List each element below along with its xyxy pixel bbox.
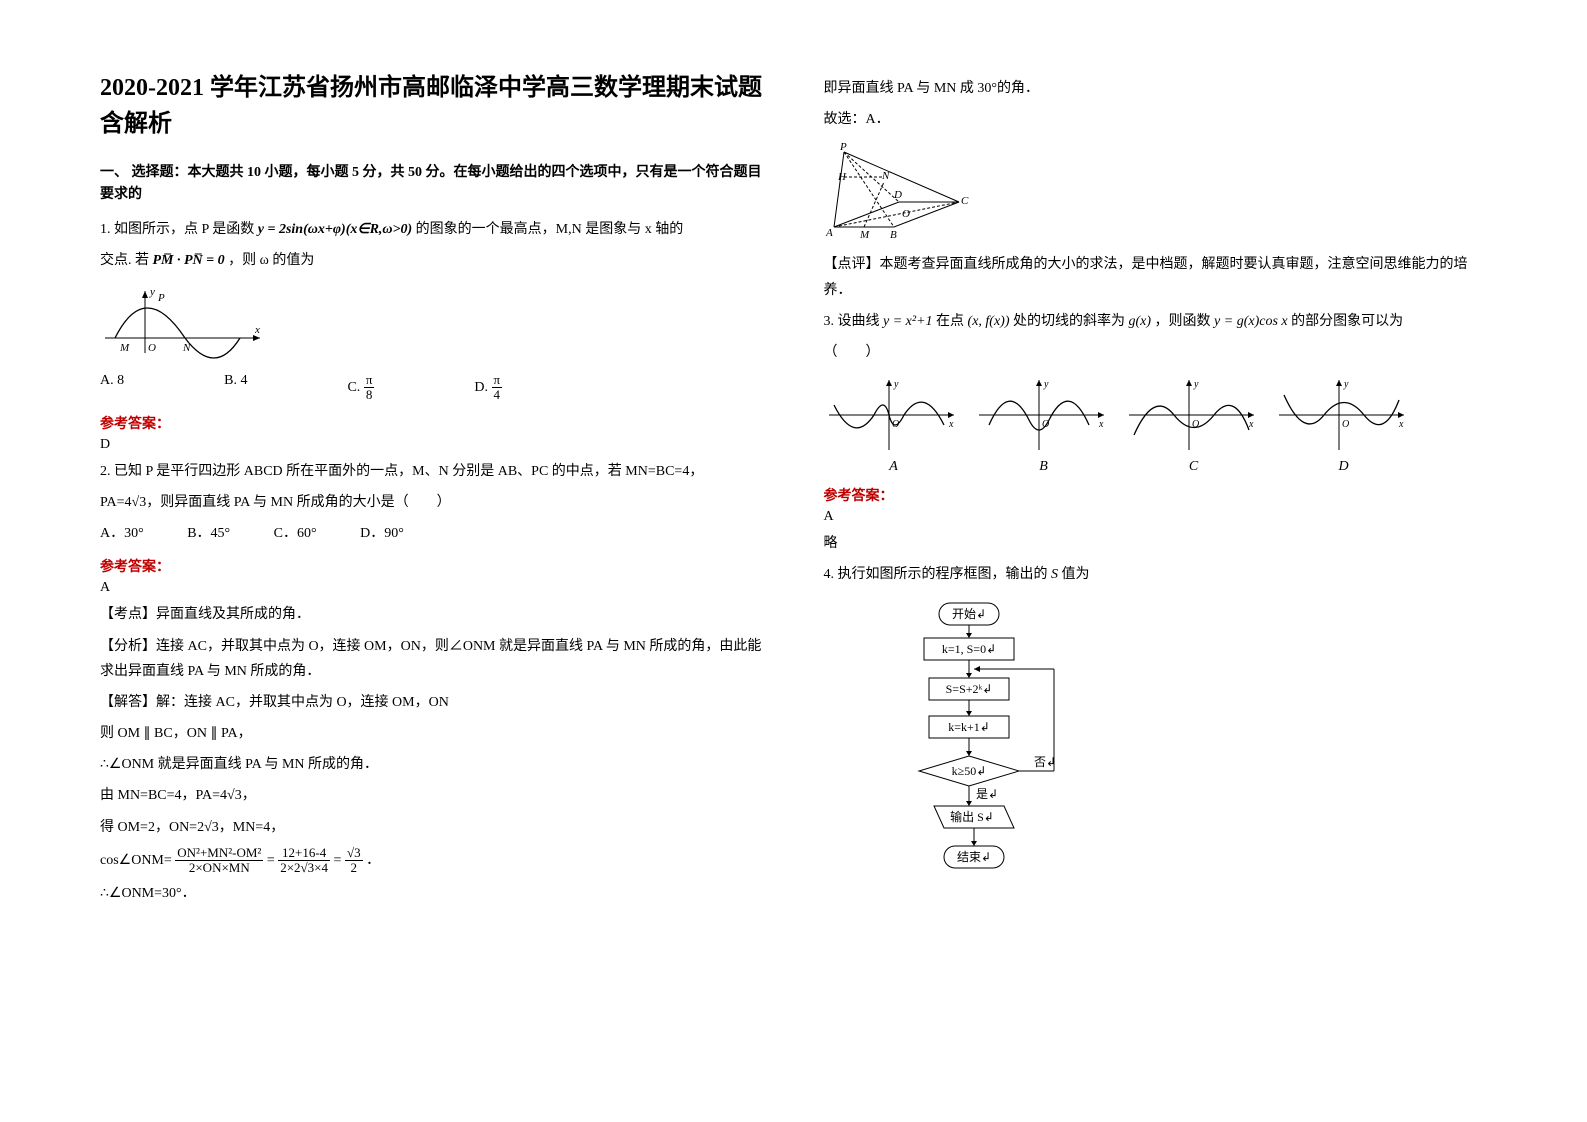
svg-text:x: x	[948, 419, 954, 430]
svg-text:O: O	[1042, 419, 1049, 430]
flowchart: 开始↲ k=1, S=0↲ S=S+2ᵏ↲ k=k+1↲ k≥50↲ 否↲	[884, 598, 1488, 898]
svg-text:O: O	[1342, 419, 1349, 430]
svg-text:k≥50↲: k≥50↲	[951, 764, 986, 778]
q1-opt-a: A. 8	[100, 373, 124, 403]
svg-text:M: M	[859, 229, 870, 241]
q2-jieda-l1: 【解答】解：连接 AC，并取其中点为 O，连接 OM，ON	[100, 690, 764, 715]
svg-text:否↲: 否↲	[1034, 755, 1056, 769]
svg-text:B: B	[890, 229, 897, 241]
q3-chart-d: O x y D	[1274, 375, 1414, 475]
q1-options: A. 8 B. 4 C. π8 D. π4	[100, 373, 764, 403]
left-column: 2020-2021 学年江苏省扬州市高邮临泽中学高三数学理期末试题含解析 一、 …	[100, 70, 764, 913]
dianping: 【点评】本题考查异面直线所成角的大小的求法，是中档题，解题时要认真审题，注意空间…	[824, 252, 1488, 302]
right-column: 即异面直线 PA 与 MN 成 30°的角． 故选：A． P A M B C D…	[824, 70, 1488, 913]
svg-text:y: y	[893, 379, 899, 390]
r2: 故选：A．	[824, 107, 1488, 132]
q3-answer-label: 参考答案：	[824, 485, 1488, 505]
svg-text:y: y	[1343, 379, 1349, 390]
svg-text:O: O	[1192, 419, 1199, 430]
q1-formula: y = 2sin(ωx+φ)(x∈R,ω>0)	[258, 222, 412, 237]
q3-line: 3. 设曲线 y = x²+1 在点 (x, f(x)) 处的切线的斜率为 g(…	[824, 309, 1488, 334]
q2-jieda-cos: cos∠ONM= ON²+MN²-OM²2×ON×MN = 12+16-42×2…	[100, 846, 764, 876]
q2-answer: A	[100, 580, 764, 596]
svg-text:x: x	[1248, 419, 1254, 430]
q3-chart-a: O x y A	[824, 375, 964, 475]
svg-text:是↲: 是↲	[976, 787, 998, 801]
q1-line1: 1. 如图所示，点 P 是函数 y = 2sin(ωx+φ)(x∈R,ω>0) …	[100, 217, 764, 242]
q2-jieda-l3: ∴∠ONM 就是异面直线 PA 与 MN 所成的角．	[100, 752, 764, 777]
q1-l2-formula: PM̅ · PN̅ = 0	[153, 253, 225, 268]
q2-line1: 2. 已知 P 是平行四边形 ABCD 所在平面外的一点，M、N 分别是 AB、…	[100, 459, 764, 484]
svg-text:k=1, S=0↲: k=1, S=0↲	[941, 642, 995, 656]
svg-text:x: x	[1098, 419, 1104, 430]
q2-opt-b: B．45°	[187, 526, 230, 541]
svg-text:M: M	[119, 342, 130, 354]
q3-chart-c: O x y C	[1124, 375, 1264, 475]
svg-text:P: P	[839, 142, 847, 153]
q2-fenxi: 【分析】连接 AC，并取其中点为 O，连接 OM，ON，则∠ONM 就是异面直线…	[100, 634, 764, 684]
q3-charts: O x y A O x y B	[824, 375, 1488, 475]
q3-chart-b: O x y B	[974, 375, 1114, 475]
svg-text:N: N	[881, 170, 890, 182]
q2-jieda-l2: 则 OM ∥ BC，ON ∥ PA，	[100, 721, 764, 746]
q1-answer: D	[100, 437, 764, 453]
q2-opt-a: A．30°	[100, 526, 144, 541]
svg-text:x: x	[1398, 419, 1404, 430]
q1-graph: M O N P y x	[100, 283, 764, 363]
q2-line2: PA=4√3，则异面直线 PA 与 MN 所成角的大小是（ ）	[100, 490, 764, 515]
q2-jieda-l5: 得 OM=2，ON=2√3，MN=4，	[100, 815, 764, 840]
q1-answer-label: 参考答案：	[100, 413, 764, 433]
q2-options: A．30° B．45° C．60° D．90°	[100, 521, 764, 546]
svg-text:y: y	[1193, 379, 1199, 390]
q1-opt-d: D. π4	[474, 373, 502, 403]
svg-text:k=k+1↲: k=k+1↲	[948, 720, 990, 734]
q3-paren: （ ）	[824, 340, 1488, 365]
svg-text:P: P	[157, 292, 165, 304]
q1-opt-c: C. π8	[347, 373, 374, 403]
svg-text:H: H	[837, 171, 847, 183]
q1-line2: 交点. 若 PM̅ · PN̅ = 0 ，则 ω 的值为	[100, 248, 764, 273]
q2-opt-d: D．90°	[360, 526, 404, 541]
svg-text:O: O	[902, 208, 910, 220]
svg-text:C: C	[961, 195, 969, 207]
svg-text:y: y	[1043, 379, 1049, 390]
q2-kaodian: 【考点】异面直线及其所成的角．	[100, 602, 764, 627]
page-title: 2020-2021 学年江苏省扬州市高邮临泽中学高三数学理期末试题含解析	[100, 70, 764, 142]
svg-text:结束↲: 结束↲	[956, 850, 990, 864]
q2-figure: P A M B C D N O H	[824, 142, 1488, 242]
q1-l2-after: ，则 ω 的值为	[228, 253, 314, 268]
q3-answer: A	[824, 509, 1488, 525]
q1-l2-before: 交点. 若	[100, 253, 149, 268]
svg-text:D: D	[893, 189, 902, 201]
section-heading: 一、 选择题：本大题共 10 小题，每小题 5 分，共 50 分。在每小题给出的…	[100, 162, 764, 207]
svg-text:y: y	[149, 286, 155, 298]
r1: 即异面直线 PA 与 MN 成 30°的角．	[824, 76, 1488, 101]
q2-answer-label: 参考答案：	[100, 556, 764, 576]
svg-text:输出 S↲: 输出 S↲	[950, 809, 994, 824]
q4-line: 4. 执行如图所示的程序框图，输出的 S 值为	[824, 562, 1488, 587]
svg-text:N: N	[182, 342, 191, 354]
q1-text-after: 的图象的一个最高点，M,N 是图象与 x 轴的	[416, 222, 684, 237]
svg-text:开始↲: 开始↲	[951, 607, 985, 621]
svg-text:S=S+2ᵏ↲: S=S+2ᵏ↲	[945, 682, 992, 696]
q2-jieda-l7: ∴∠ONM=30°．	[100, 881, 764, 906]
svg-text:O: O	[148, 342, 156, 354]
q2-opt-c: C．60°	[274, 526, 317, 541]
q1-text-before: 1. 如图所示，点 P 是函数	[100, 222, 254, 237]
svg-text:x: x	[254, 324, 260, 336]
q1-opt-b: B. 4	[224, 373, 247, 403]
q3-lue: 略	[824, 531, 1488, 556]
svg-text:A: A	[825, 227, 833, 239]
q2-jieda-l4: 由 MN=BC=4，PA=4√3，	[100, 783, 764, 808]
svg-text:O: O	[892, 419, 899, 430]
